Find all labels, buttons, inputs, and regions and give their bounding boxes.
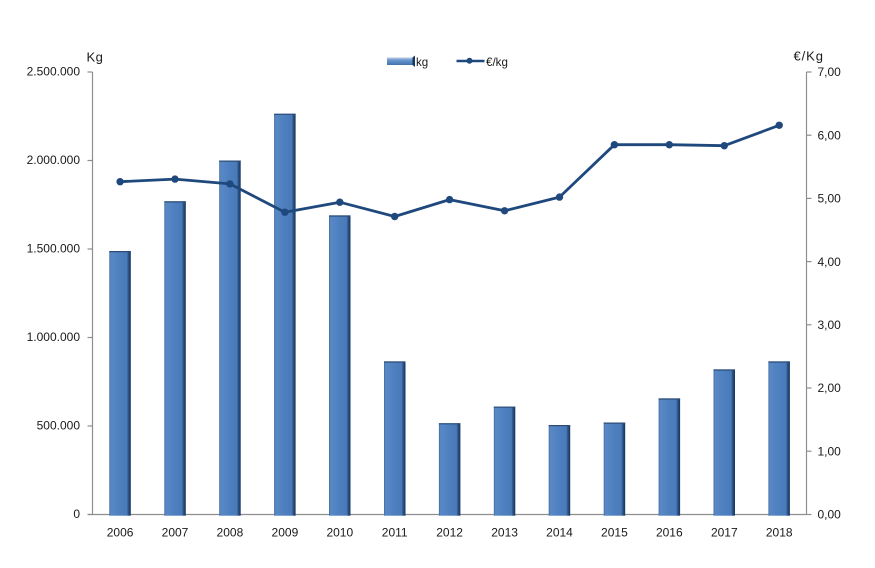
svg-text:0: 0 [73, 507, 80, 521]
svg-text:3,00: 3,00 [818, 318, 842, 332]
svg-text:2,00: 2,00 [818, 381, 842, 395]
svg-text:€/Kg: €/Kg [794, 49, 824, 64]
svg-text:2011: 2011 [382, 526, 408, 540]
svg-text:2007: 2007 [162, 526, 189, 540]
svg-text:1,00: 1,00 [818, 444, 842, 458]
svg-text:2014: 2014 [546, 526, 573, 540]
svg-text:7,00: 7,00 [818, 65, 842, 79]
svg-text:5,00: 5,00 [818, 192, 842, 206]
svg-text:4,00: 4,00 [818, 255, 842, 269]
svg-text:2.000.000: 2.000.000 [27, 153, 81, 167]
svg-text:2016: 2016 [656, 526, 683, 540]
svg-text:2013: 2013 [491, 526, 518, 540]
svg-text:kg: kg [416, 56, 428, 69]
svg-text:2006: 2006 [107, 526, 134, 540]
svg-text:2017: 2017 [711, 526, 738, 540]
svg-text:2010: 2010 [326, 526, 353, 540]
svg-text:2018: 2018 [766, 526, 793, 540]
svg-text:2012: 2012 [436, 526, 463, 540]
svg-text:1.500.000: 1.500.000 [27, 242, 81, 256]
svg-text:2.500.000: 2.500.000 [27, 65, 81, 79]
svg-text:2009: 2009 [272, 526, 299, 540]
svg-text:0,00: 0,00 [818, 508, 842, 522]
svg-text:€/kg: €/kg [486, 56, 508, 69]
svg-text:1.000.000: 1.000.000 [27, 330, 81, 344]
svg-text:500.000: 500.000 [37, 419, 81, 433]
svg-text:2008: 2008 [217, 526, 244, 540]
svg-text:2015: 2015 [601, 526, 628, 540]
svg-text:6,00: 6,00 [818, 128, 842, 142]
svg-text:Kg: Kg [87, 50, 104, 65]
